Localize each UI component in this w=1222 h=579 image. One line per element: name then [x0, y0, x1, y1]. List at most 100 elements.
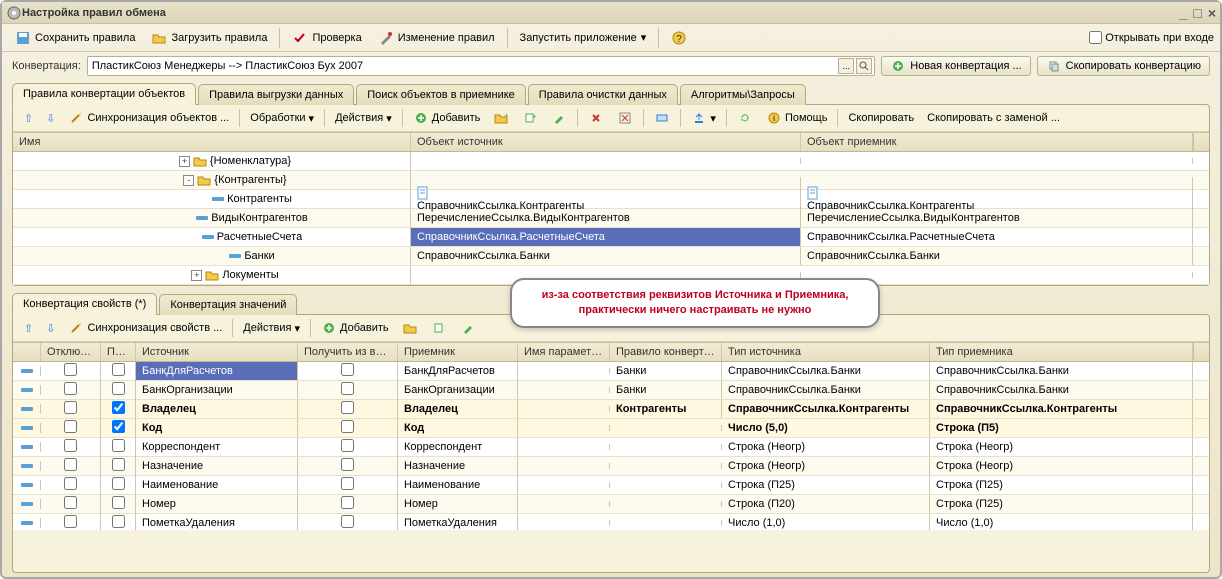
edit-rules-button[interactable]: Изменение правил [371, 27, 502, 49]
table-row[interactable]: КонтрагентыСправочникСсылка.КонтрагентыС… [13, 190, 1209, 209]
cell-get-input-checkbox[interactable] [341, 363, 354, 376]
table-row[interactable]: ПометкаУдаленияПометкаУдаленияЧисло (1,0… [13, 514, 1209, 530]
tab-value-conv[interactable]: Конвертация значений [159, 294, 297, 315]
export-button[interactable]: ▾ [686, 108, 721, 128]
tab-cleanup-rules[interactable]: Правила очистки данных [528, 84, 678, 105]
tab-property-conv[interactable]: Конвертация свойств (*) [12, 293, 157, 315]
tab-algorithms[interactable]: Алгоритмы\Запросы [680, 84, 806, 105]
actions-menu[interactable]: Действия▾ [330, 110, 397, 127]
cell-disable-checkbox[interactable] [64, 458, 77, 471]
col-search[interactable]: Пои... [101, 343, 136, 361]
table-row[interactable]: КодКодЧисло (5,0)Строка (П5) [13, 419, 1209, 438]
add-folder-lower-button[interactable] [397, 318, 423, 338]
tab-conv-objects[interactable]: Правила конвертации объектов [12, 83, 196, 105]
cell-get-input-checkbox[interactable] [341, 477, 354, 490]
col-disable[interactable]: Отключи... [41, 343, 101, 361]
col-tgt-type[interactable]: Тип приемника [930, 343, 1193, 361]
cell-disable-checkbox[interactable] [64, 439, 77, 452]
cell-get-input-checkbox[interactable] [341, 382, 354, 395]
find-icon[interactable] [856, 58, 872, 74]
table-row[interactable]: БанкДляРасчетовБанкДляРасчетовБанкиСправ… [13, 362, 1209, 381]
table-row[interactable]: БанкОрганизацииБанкОрганизацииБанкиСправ… [13, 381, 1209, 400]
table-row[interactable]: БанкиСправочникСсылка.БанкиСправочникСсы… [13, 247, 1209, 266]
cell-search-checkbox[interactable] [112, 515, 125, 528]
lookup-button[interactable]: ... [838, 58, 854, 74]
cell-search-checkbox[interactable] [112, 477, 125, 490]
close-button[interactable]: × [1208, 5, 1216, 21]
tab-export-rules[interactable]: Правила выгрузки данных [198, 84, 354, 105]
cell-disable-checkbox[interactable] [64, 515, 77, 528]
move-down-button[interactable]: ⇩ [41, 110, 60, 127]
minimize-button[interactable]: _ [1180, 5, 1188, 21]
add-folder-button[interactable]: + [488, 108, 514, 128]
edit-lower-button[interactable] [455, 318, 481, 338]
move-up-button[interactable]: ⇧ [19, 320, 38, 337]
refresh-button[interactable] [732, 108, 758, 128]
col-source[interactable]: Объект источник [411, 133, 801, 151]
actions-lower-menu[interactable]: Действия▾ [238, 320, 305, 337]
cell-disable-checkbox[interactable] [64, 420, 77, 433]
table-row[interactable]: НаименованиеНаименованиеСтрока (П25)Стро… [13, 476, 1209, 495]
sync-objects-button[interactable]: Синхронизация объектов ... [63, 108, 234, 128]
add-button[interactable]: Добавить [408, 108, 486, 128]
copy-inner-button[interactable]: Скопировать [843, 110, 919, 126]
cell-search-checkbox[interactable] [112, 382, 125, 395]
check-button[interactable]: Проверка [285, 27, 368, 49]
col-marker[interactable] [13, 343, 41, 361]
table-row[interactable]: ВладелецВладелецКонтрагентыСправочникСсы… [13, 400, 1209, 419]
col-get-input[interactable]: Получить из вход... [298, 343, 398, 361]
cell-search-checkbox[interactable] [112, 363, 125, 376]
table-row[interactable]: НазначениеНазначениеСтрока (Неогр)Строка… [13, 457, 1209, 476]
expander-icon[interactable]: + [191, 270, 202, 281]
load-rules-button[interactable]: Загрузить правила [144, 27, 274, 49]
col-source[interactable]: Источник [136, 343, 298, 361]
table-row[interactable]: РасчетныеСчетаСправочникСсылка.Расчетные… [13, 228, 1209, 247]
processing-menu[interactable]: Обработки▾ [245, 110, 319, 127]
lower-grid-body[interactable]: БанкДляРасчетовБанкДляРасчетовБанкиСправ… [13, 362, 1209, 530]
cell-get-input-checkbox[interactable] [341, 458, 354, 471]
help-button[interactable]: ? [664, 27, 694, 49]
cell-disable-checkbox[interactable] [64, 401, 77, 414]
new-conversion-button[interactable]: Новая конвертация ... [881, 56, 1030, 76]
sync-props-button[interactable]: Синхронизация свойств ... [63, 318, 227, 338]
help-inner-button[interactable]: i Помощь [761, 108, 833, 128]
col-src-type[interactable]: Тип источника [722, 343, 930, 361]
cell-get-input-checkbox[interactable] [341, 439, 354, 452]
cell-disable-checkbox[interactable] [64, 382, 77, 395]
open-on-start-input[interactable] [1089, 31, 1102, 44]
expander-icon[interactable]: - [183, 175, 194, 186]
table-row[interactable]: +{Номенклатура} [13, 152, 1209, 171]
cell-get-input-checkbox[interactable] [341, 496, 354, 509]
add-lower-button[interactable]: Добавить [316, 318, 394, 338]
table-row[interactable]: КорреспондентКорреспондентСтрока (Неогр)… [13, 438, 1209, 457]
cell-get-input-checkbox[interactable] [341, 420, 354, 433]
cell-disable-checkbox[interactable] [64, 363, 77, 376]
mark-delete-button[interactable] [612, 108, 638, 128]
cell-search-checkbox[interactable] [112, 496, 125, 509]
upper-grid-body[interactable]: +{Номенклатура}-{Контрагенты}Контрагенты… [13, 152, 1209, 285]
copy-replace-button[interactable]: Скопировать с заменой ... [922, 110, 1065, 126]
edit-button[interactable] [546, 108, 572, 128]
move-down-button[interactable]: ⇩ [41, 320, 60, 337]
cell-search-checkbox[interactable] [112, 420, 125, 433]
cell-disable-checkbox[interactable] [64, 477, 77, 490]
conversion-input[interactable]: ПластикСоюз Менеджеры --> ПластикСоюз Бу… [87, 56, 875, 76]
table-row[interactable]: ВидыКонтрагентовПеречислениеСсылка.ВидыК… [13, 209, 1209, 228]
cell-search-checkbox[interactable] [112, 401, 125, 414]
table-row[interactable]: НомерНомерСтрока (П20)Строка (П25) [13, 495, 1209, 514]
col-rule[interactable]: Правило конверта... [610, 343, 722, 361]
move-up-button[interactable]: ⇧ [19, 110, 38, 127]
add-copy-lower-button[interactable] [426, 318, 452, 338]
col-param[interactable]: Имя параметра [518, 343, 610, 361]
save-rules-button[interactable]: Сохранить правила [8, 27, 142, 49]
open-on-start-checkbox[interactable]: Открывать при входе [1089, 31, 1214, 44]
copy-conversion-button[interactable]: Скопировать конвертацию [1037, 56, 1210, 76]
toggle-button[interactable] [649, 108, 675, 128]
cell-get-input-checkbox[interactable] [341, 515, 354, 528]
col-target[interactable]: Приемник [398, 343, 518, 361]
run-app-button[interactable]: Запустить приложение ▾ [513, 28, 654, 47]
col-target[interactable]: Объект приемник [801, 133, 1193, 151]
expander-icon[interactable]: + [179, 156, 190, 167]
cell-search-checkbox[interactable] [112, 458, 125, 471]
cell-disable-checkbox[interactable] [64, 496, 77, 509]
